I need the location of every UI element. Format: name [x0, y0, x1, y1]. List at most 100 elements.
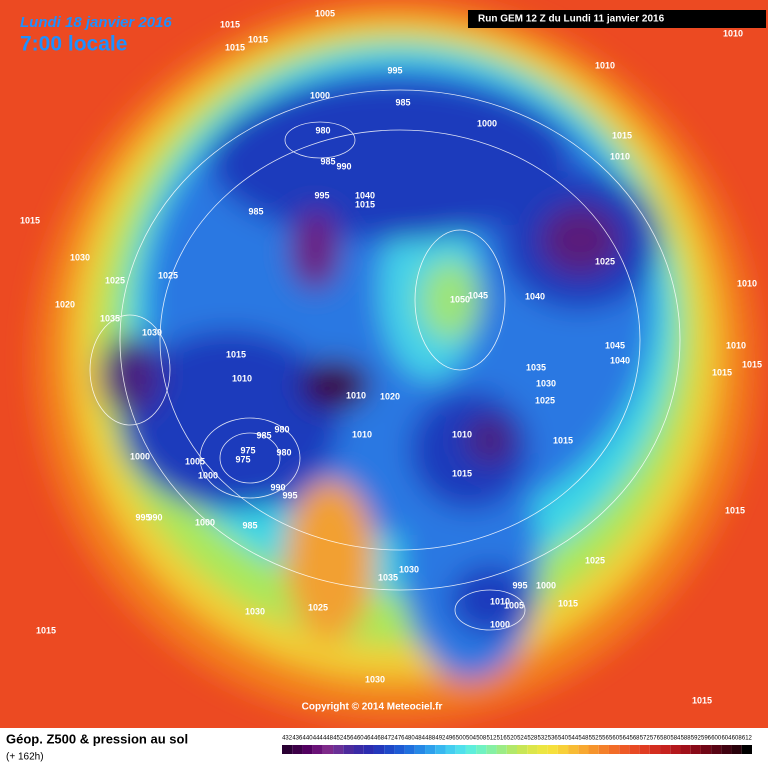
isobar-label: 1015 — [725, 505, 745, 515]
legend-swatch — [537, 745, 548, 754]
isobar-label: 1035 — [100, 313, 120, 323]
legend-label: 524 — [517, 736, 528, 742]
isobar-label: 985 — [320, 156, 335, 166]
isobar-label: 980 — [315, 125, 330, 135]
legend-label: 548 — [578, 736, 589, 742]
isobar-label: 1025 — [105, 275, 125, 285]
legend-label: 572 — [640, 736, 651, 742]
legend-label: 464 — [364, 736, 375, 742]
isobar-label: 1010 — [723, 28, 743, 38]
legend-swatch — [608, 745, 620, 754]
copyright: Copyright © 2014 Meteociel.fr — [302, 702, 443, 713]
legend-swatch — [455, 745, 466, 754]
legend-label: 612 — [742, 736, 753, 742]
isobar-label: 1050 — [450, 294, 470, 304]
run: Run GEM 12 Z du Lundi 11 janvier 2016 — [478, 14, 665, 25]
isobar-label: 1045 — [605, 340, 625, 350]
isobar-label: 1000 — [310, 90, 330, 100]
legend-swatch — [721, 745, 732, 754]
isobar-label: 1020 — [380, 391, 400, 401]
legend-swatch — [292, 745, 303, 754]
isobar-label: 1010 — [352, 429, 372, 439]
legend-label: 480 — [405, 736, 416, 742]
legend-label: 600 — [711, 736, 722, 742]
legend-label: 592 — [691, 736, 702, 742]
isobar-label: 1015 — [742, 359, 762, 369]
isobar-label: 1030 — [536, 378, 556, 388]
isobar-label: 1035 — [526, 362, 546, 372]
run-box — [468, 10, 766, 28]
legend-label: 488 — [425, 736, 436, 742]
isobar-label: 1045 — [468, 290, 488, 300]
legend-swatch — [649, 745, 661, 754]
legend-swatch — [343, 745, 354, 754]
legend-label: 596 — [701, 736, 712, 742]
legend-label: 468 — [374, 736, 385, 742]
isobar-label: 1025 — [308, 602, 328, 612]
legend-label: 568 — [629, 736, 640, 742]
isobar-label: 990 — [336, 161, 351, 171]
isobar-label: 1015 — [452, 468, 472, 478]
legend-label: 540 — [558, 736, 569, 742]
isobar-label: 1025 — [595, 256, 615, 266]
legend-swatch — [302, 745, 313, 754]
isobar-label: 1000 — [477, 118, 497, 128]
isobar-label: 1010 — [452, 429, 472, 439]
legend-swatch — [517, 745, 528, 754]
legend-swatch — [629, 745, 640, 754]
legend-label: 520 — [507, 736, 518, 742]
legend-label: 440 — [303, 736, 314, 742]
isobar-label: 1030 — [399, 564, 419, 574]
isobar-label: 1000 — [130, 451, 150, 461]
isobar-label: 1015 — [558, 598, 578, 608]
isobar-label: 1005 — [504, 600, 524, 610]
legend-swatch — [465, 745, 477, 754]
legend-label: 608 — [732, 736, 743, 742]
legend-label: 580 — [660, 736, 671, 742]
legend-swatch — [690, 745, 701, 754]
legend-swatch — [414, 745, 426, 754]
isobar-label: 1010 — [346, 390, 366, 400]
isobar-label: 1015 — [553, 435, 573, 445]
isobar-label: 1010 — [610, 151, 630, 161]
isobar-label: 1015 — [712, 367, 732, 377]
isobar-label: 1040 — [525, 291, 545, 301]
legend-label: 532 — [538, 736, 549, 742]
isobar-label: 1010 — [726, 340, 746, 350]
isobar-label: 1010 — [490, 596, 510, 606]
isobar-label: 995 — [135, 512, 150, 522]
legend-swatch — [660, 745, 671, 754]
isobar-label: 995 — [282, 490, 297, 500]
legend-swatch — [578, 745, 589, 754]
isobar-label: 975 — [235, 454, 250, 464]
legend-swatch — [322, 745, 334, 754]
isobar-label: 1025 — [158, 270, 178, 280]
legend-swatch — [731, 745, 742, 754]
isobar-label: 995 — [314, 190, 329, 200]
legend-label: 496 — [446, 736, 457, 742]
isobar-label: 1010 — [232, 373, 252, 383]
legend-swatch — [435, 745, 446, 754]
legend-label: 576 — [650, 736, 661, 742]
legend-swatch — [547, 745, 558, 754]
footer-lead: (+ 162h) — [6, 752, 44, 763]
isobar-label: 1020 — [55, 299, 75, 309]
legend-swatch — [506, 745, 517, 754]
legend-swatch — [557, 745, 569, 754]
isobar-label: 1010 — [737, 278, 757, 288]
isobar-label: 1015 — [36, 625, 56, 635]
legend-swatch — [353, 745, 364, 754]
legend-swatch — [700, 745, 712, 754]
legend-swatch — [568, 745, 579, 754]
legend-label: 452 — [333, 736, 344, 742]
isobar-label: 985 — [242, 520, 257, 530]
legend-label: 444 — [313, 736, 324, 742]
legend-swatch — [680, 745, 691, 754]
legend-label: 516 — [497, 736, 508, 742]
legend-swatch — [639, 745, 650, 754]
footer-title: Géop. Z500 & pression au sol — [6, 731, 188, 746]
legend-swatch — [476, 745, 487, 754]
isobar-label: 1005 — [315, 8, 335, 18]
